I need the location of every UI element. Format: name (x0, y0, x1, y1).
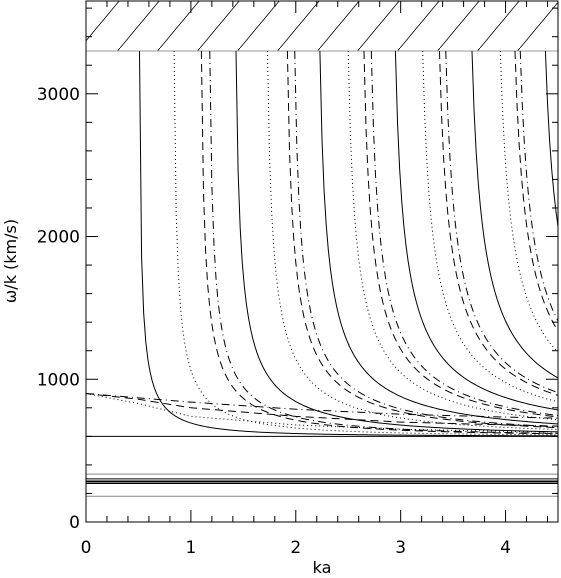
y-tick-label-3: 3000 (37, 85, 80, 105)
ticks-layer: 0 1 2 3 4 0 1000 2000 3000 (37, 1, 558, 558)
body-mode-dot-5 (266, 50, 558, 430)
y-axis-title: ω/k (km/s) (1, 219, 20, 303)
x-tick-label-0: 0 (81, 538, 92, 558)
surface-mode-dot-2 (86, 393, 558, 433)
body-mode-solid-8 (319, 50, 558, 425)
y-tick-label-2: 2000 (37, 228, 80, 248)
shaded-region-layer (86, 1, 558, 52)
body-mode-dash-14 (438, 50, 558, 396)
body-mode-dot-9 (347, 50, 558, 421)
body-mode-dash-6 (286, 50, 558, 429)
hatched-region (86, 1, 558, 51)
body-mode-dot-1 (173, 50, 558, 436)
x-tick-label-3: 3 (395, 538, 406, 558)
x-tick-label-4: 4 (500, 538, 511, 558)
y-tick-label-0: 0 (69, 513, 80, 533)
surface-mode-dash-1 (86, 393, 558, 427)
body-mode-solid-0 (138, 50, 558, 437)
body-mode-dashdot-19 (519, 50, 558, 322)
body-mode-dot-17 (499, 50, 558, 353)
body-mode-solid-20 (544, 50, 558, 227)
body-mode-solid-4 (235, 50, 558, 433)
x-tick-label-2: 2 (290, 538, 301, 558)
body-mode-dashdot-7 (294, 50, 558, 428)
body-mode-solid-16 (471, 50, 558, 379)
x-tick-label-1: 1 (185, 538, 196, 558)
body-mode-dot-13 (422, 50, 558, 403)
body-mode-dash-2 (200, 50, 558, 435)
y-tick-label-1: 1000 (37, 370, 80, 390)
body-mode-dashdot-15 (445, 50, 558, 394)
surface-mode-dashdot-0 (86, 393, 558, 419)
body-mode-dashdot-11 (370, 50, 558, 416)
x-axis-title: ka (313, 558, 332, 577)
body-mode-dash-10 (363, 50, 558, 418)
body-mode-dash-18 (514, 50, 558, 332)
body-mode-solid-12 (394, 50, 558, 411)
body-mode-dashdot-3 (209, 50, 558, 434)
plot-frame (85, 0, 559, 523)
curves-layer (86, 50, 558, 497)
